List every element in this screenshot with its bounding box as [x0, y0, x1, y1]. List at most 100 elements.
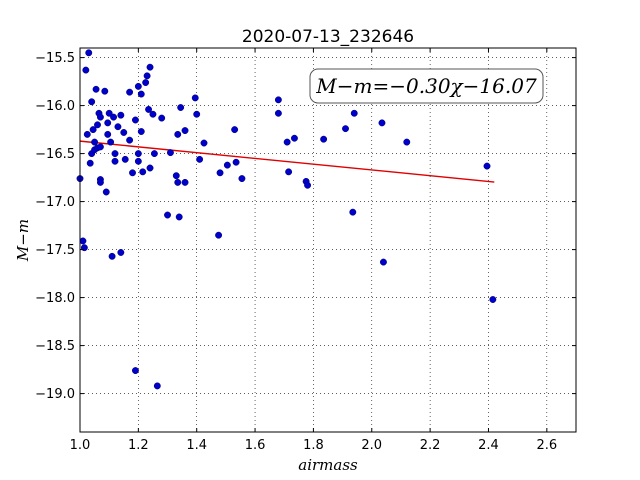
data-point: [110, 113, 118, 121]
data-point: [274, 96, 282, 104]
data-point: [126, 88, 134, 96]
data-point: [131, 116, 139, 124]
x-tick-label: 2.0: [361, 438, 382, 453]
data-point: [349, 208, 357, 216]
x-tick-label: 1.6: [245, 438, 266, 453]
data-point: [283, 138, 291, 146]
y-tick-label: −17.0: [35, 195, 75, 210]
data-point: [196, 155, 204, 163]
data-point: [111, 150, 119, 158]
y-tick-label: −18.0: [35, 291, 75, 306]
data-point: [304, 181, 312, 189]
data-point: [101, 87, 109, 95]
x-axis-label: airmass: [298, 456, 358, 474]
data-point: [215, 231, 223, 239]
data-point: [232, 158, 240, 166]
data-point: [223, 161, 231, 169]
x-tick-label: 2.2: [420, 438, 441, 453]
data-point: [107, 138, 115, 146]
data-point: [134, 82, 142, 90]
data-point: [131, 367, 139, 375]
data-point: [137, 90, 145, 98]
data-point: [403, 138, 411, 146]
data-point: [153, 382, 161, 390]
data-point: [175, 213, 183, 221]
data-point: [181, 178, 189, 186]
data-point: [483, 162, 491, 170]
data-point: [137, 128, 145, 135]
data-point: [96, 178, 104, 186]
data-point: [108, 252, 116, 260]
grid: [79, 48, 576, 432]
data-point: [146, 164, 154, 172]
data-point: [290, 134, 298, 142]
data-point: [129, 169, 136, 177]
data-point: [105, 109, 113, 117]
data-point: [134, 150, 142, 158]
data-point: [142, 79, 150, 87]
data-point: [86, 159, 94, 167]
data-point: [117, 111, 125, 119]
data-point: [104, 119, 112, 127]
data-point: [145, 105, 153, 113]
y-tick-label: −16.0: [35, 99, 75, 114]
y-tick-label: −18.5: [35, 339, 75, 354]
data-point: [88, 98, 96, 106]
fit-equation-box: M−m=−0.30χ−16.07: [309, 68, 544, 104]
data-point: [102, 188, 110, 196]
data-point: [96, 113, 104, 121]
data-point: [174, 178, 182, 186]
x-tick-label: 1.4: [186, 438, 207, 453]
data-point: [181, 127, 189, 135]
data-point: [120, 129, 128, 136]
data-point: [174, 130, 182, 138]
x-tick-label: 1.2: [128, 438, 149, 453]
data-point: [285, 168, 293, 176]
y-tick-label: −15.5: [35, 51, 75, 66]
x-tick-label: 2.4: [478, 438, 499, 453]
data-point: [91, 138, 99, 146]
fit-line-group: [79, 140, 495, 183]
data-point: [85, 49, 93, 57]
data-point: [143, 72, 151, 80]
data-point: [149, 110, 157, 118]
data-point: [117, 249, 125, 256]
data-point: [200, 139, 208, 147]
data-point: [111, 157, 119, 165]
data-point: [96, 143, 104, 151]
data-point: [193, 110, 201, 118]
data-point: [342, 125, 349, 133]
y-tick-label: −19.0: [35, 387, 75, 402]
data-point: [150, 150, 158, 158]
data-point: [177, 104, 185, 111]
data-point: [164, 211, 171, 219]
data-point: [378, 119, 386, 127]
data-points: [76, 49, 497, 390]
x-tick-label: 2.6: [536, 438, 557, 453]
data-point: [139, 168, 147, 176]
fit-equation: M−m=−0.30χ−16.07: [315, 74, 537, 98]
data-point: [166, 149, 174, 157]
fit-line: [79, 140, 495, 183]
data-point: [238, 175, 246, 183]
chart-title: 2020-07-13_232646: [242, 27, 414, 47]
data-point: [134, 157, 142, 165]
data-point: [320, 135, 328, 143]
y-tick-label: −17.5: [35, 243, 75, 258]
y-tick-label: −16.5: [35, 147, 75, 162]
data-point: [94, 121, 101, 129]
data-point: [231, 126, 239, 134]
data-point: [104, 130, 112, 138]
data-point: [350, 109, 358, 117]
x-tick-label: 1.0: [70, 438, 91, 453]
data-point: [379, 258, 387, 266]
data-point: [191, 94, 199, 102]
plot-frame: [79, 47, 577, 433]
axis-ticks: 1.0 1.2 1.4 1.6 1.8 2.0 2.2 2.4 2.6 −15.5 −16.0 −16…: [35, 48, 576, 453]
data-point: [172, 172, 180, 180]
data-point: [89, 126, 97, 134]
data-point: [489, 296, 497, 303]
x-tick-label: 1.8: [303, 438, 324, 453]
data-point: [114, 123, 122, 131]
